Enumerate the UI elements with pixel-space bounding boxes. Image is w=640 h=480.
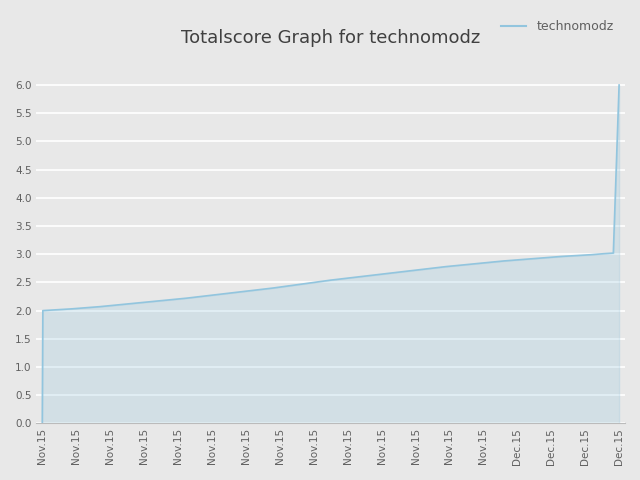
technomodz bbox=[182, 295, 190, 301]
technomodz bbox=[442, 264, 450, 269]
technomodz bbox=[211, 292, 219, 298]
Line: technomodz: technomodz bbox=[42, 85, 619, 423]
technomodz bbox=[240, 288, 248, 294]
technomodz bbox=[615, 82, 623, 88]
technomodz bbox=[356, 274, 364, 280]
technomodz bbox=[471, 261, 479, 267]
Legend: technomodz: technomodz bbox=[497, 15, 619, 38]
technomodz bbox=[298, 281, 306, 287]
technomodz bbox=[39, 308, 47, 313]
technomodz bbox=[529, 256, 536, 262]
technomodz bbox=[38, 420, 46, 426]
technomodz bbox=[327, 277, 335, 283]
Title: Totalscore Graph for technomodz: Totalscore Graph for technomodz bbox=[181, 29, 480, 47]
technomodz bbox=[586, 252, 594, 258]
technomodz bbox=[96, 304, 104, 310]
technomodz bbox=[609, 250, 617, 256]
technomodz bbox=[67, 306, 75, 312]
technomodz bbox=[500, 258, 508, 264]
technomodz bbox=[557, 253, 565, 259]
technomodz bbox=[385, 271, 392, 276]
technomodz bbox=[125, 301, 132, 307]
technomodz bbox=[413, 267, 421, 273]
technomodz bbox=[601, 251, 609, 256]
technomodz bbox=[154, 298, 161, 304]
technomodz bbox=[269, 285, 277, 291]
